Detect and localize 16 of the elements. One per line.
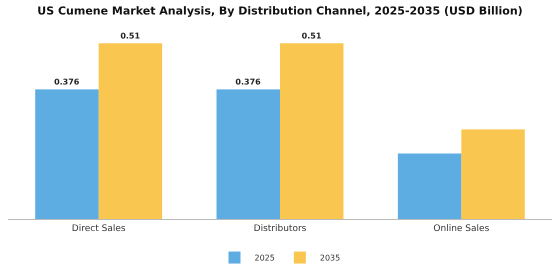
legend-label: 2035 xyxy=(320,254,340,263)
data-label: 0.51 xyxy=(120,31,140,40)
x-tick-label: Distributors xyxy=(254,224,307,234)
bar xyxy=(398,154,462,219)
data-label: 0.376 xyxy=(235,77,262,86)
legend-label: 2025 xyxy=(254,254,275,263)
x-tick-label: Direct Sales xyxy=(72,224,126,234)
bar xyxy=(280,43,344,219)
bar xyxy=(98,43,162,219)
bar xyxy=(35,89,99,219)
data-label: 0.51 xyxy=(302,31,322,40)
bar xyxy=(216,89,280,219)
x-tick-label: Online Sales xyxy=(433,224,490,234)
bar xyxy=(461,129,525,219)
data-label: 0.376 xyxy=(54,77,80,86)
chart-title: US Cumene Market Analysis, By Distribution Channel, 2025-2035 (USD Billion) xyxy=(37,4,523,18)
